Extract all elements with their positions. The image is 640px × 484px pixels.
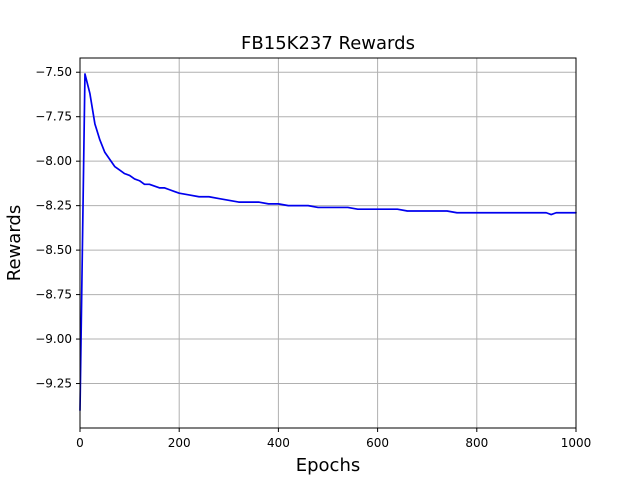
series-layer (79, 73, 577, 412)
y-tick-label: −7.75 (35, 110, 72, 124)
x-tick-label: 800 (465, 436, 488, 450)
y-tick-label: −8.75 (35, 288, 72, 302)
x-tick-label: 200 (168, 436, 191, 450)
y-tick-label: −9.00 (35, 332, 72, 346)
chart-title: FB15K237 Rewards (241, 33, 415, 54)
y-tick-label: −8.00 (35, 154, 72, 168)
plot-frame (79, 57, 577, 429)
y-tick-label: −9.25 (35, 377, 72, 391)
series-line-rewards (79, 73, 577, 412)
grid-lines (79, 58, 577, 428)
x-axis-label: Epochs (296, 455, 361, 476)
x-tick-label: 600 (366, 436, 389, 450)
x-tick-label: 0 (76, 436, 84, 450)
x-tick-label: 1000 (561, 436, 592, 450)
y-tick-label: −8.50 (35, 243, 72, 257)
y-tick-label: −7.50 (35, 65, 72, 79)
y-axis-label: Rewards (4, 205, 25, 281)
x-tick-label: 400 (267, 436, 290, 450)
y-tick-label: −8.25 (35, 199, 72, 213)
axis-ticks: 0 200 400 600 800 1000 −7.50 −7.75 −8.00 −8.25 −8.… (35, 65, 591, 450)
